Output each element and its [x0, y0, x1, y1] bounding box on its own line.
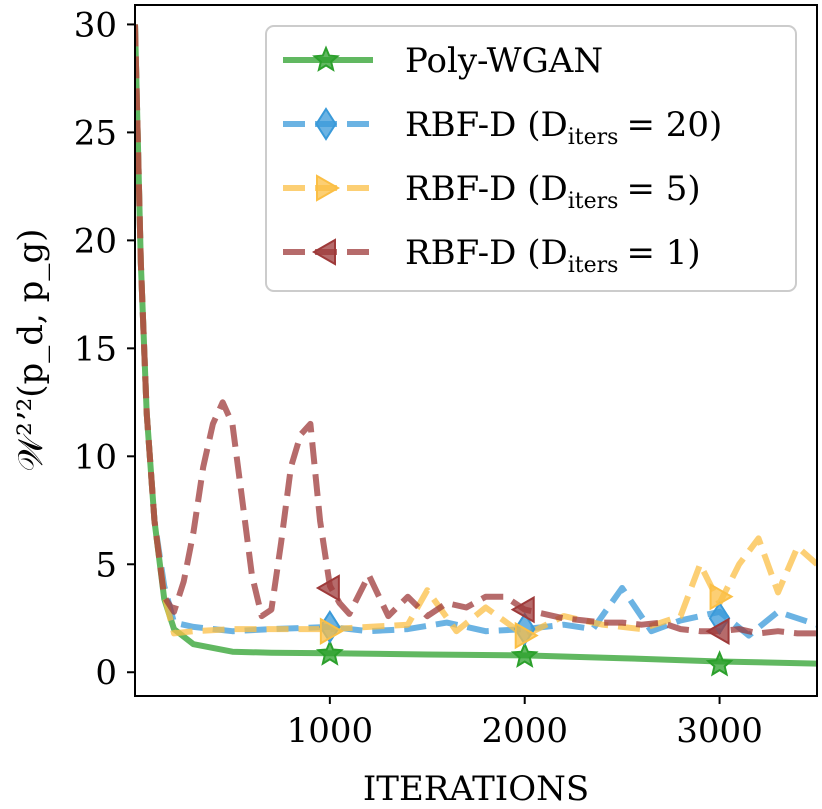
plot-frame	[134, 4, 818, 697]
legend-label-0: Poly-WGAN	[405, 41, 603, 81]
legend-marker-2	[316, 174, 341, 202]
x-tick-label: 1000	[287, 711, 374, 751]
y-tick-label: 20	[74, 221, 117, 261]
series-2-marker	[319, 617, 344, 645]
legend-label-2: RBF-D (Diters = 5)	[405, 169, 701, 214]
series-line-2	[135, 24, 817, 639]
series-3-marker	[510, 595, 535, 624]
series-0-marker	[705, 650, 734, 677]
series-line-3	[135, 24, 817, 637]
y-tick-label: 30	[74, 5, 117, 45]
y-tick-label: 15	[74, 329, 117, 369]
legend-marker-0	[312, 45, 340, 72]
series-3-marker	[315, 574, 340, 602]
legend: Poly-WGAN RBF-D (Diters = 20) RBF-D (Diters…	[265, 25, 797, 292]
plot-lines	[135, 24, 817, 667]
legend-label-1: RBF-D (Diters = 20)	[405, 105, 722, 150]
legend-marker-3	[311, 238, 336, 266]
series-2-marker	[709, 582, 734, 611]
legend-box	[265, 25, 797, 292]
x-tick-label: 3000	[676, 711, 763, 751]
series-0-marker	[315, 639, 344, 666]
y-tick-label: 10	[74, 437, 117, 477]
legend-label-3: RBF-D (Diters = 1)	[405, 233, 701, 278]
y-axis-ticks: 0 5 10 15 20 25 30	[74, 5, 135, 693]
x-tick-label: 2000	[481, 711, 568, 751]
x-axis-ticks: 1000 2000 3000	[287, 696, 763, 751]
legend-entries: Poly-WGAN RBF-D (Diters = 20) RBF-D (Diters…	[283, 41, 722, 278]
series-0-marker	[510, 641, 539, 668]
y-tick-label: 5	[95, 545, 117, 585]
series-3-marker	[705, 617, 730, 645]
y-tick-label: 25	[74, 113, 117, 153]
series-2-marker	[514, 621, 539, 650]
legend-marker-1	[315, 107, 337, 141]
y-tick-label: 0	[95, 653, 117, 693]
plot-markers	[315, 574, 734, 677]
x-axis-label: ITERATIONS	[363, 769, 589, 809]
y-axis-label: 𝒲²ʼ²(p_d, p_g)	[11, 229, 51, 472]
